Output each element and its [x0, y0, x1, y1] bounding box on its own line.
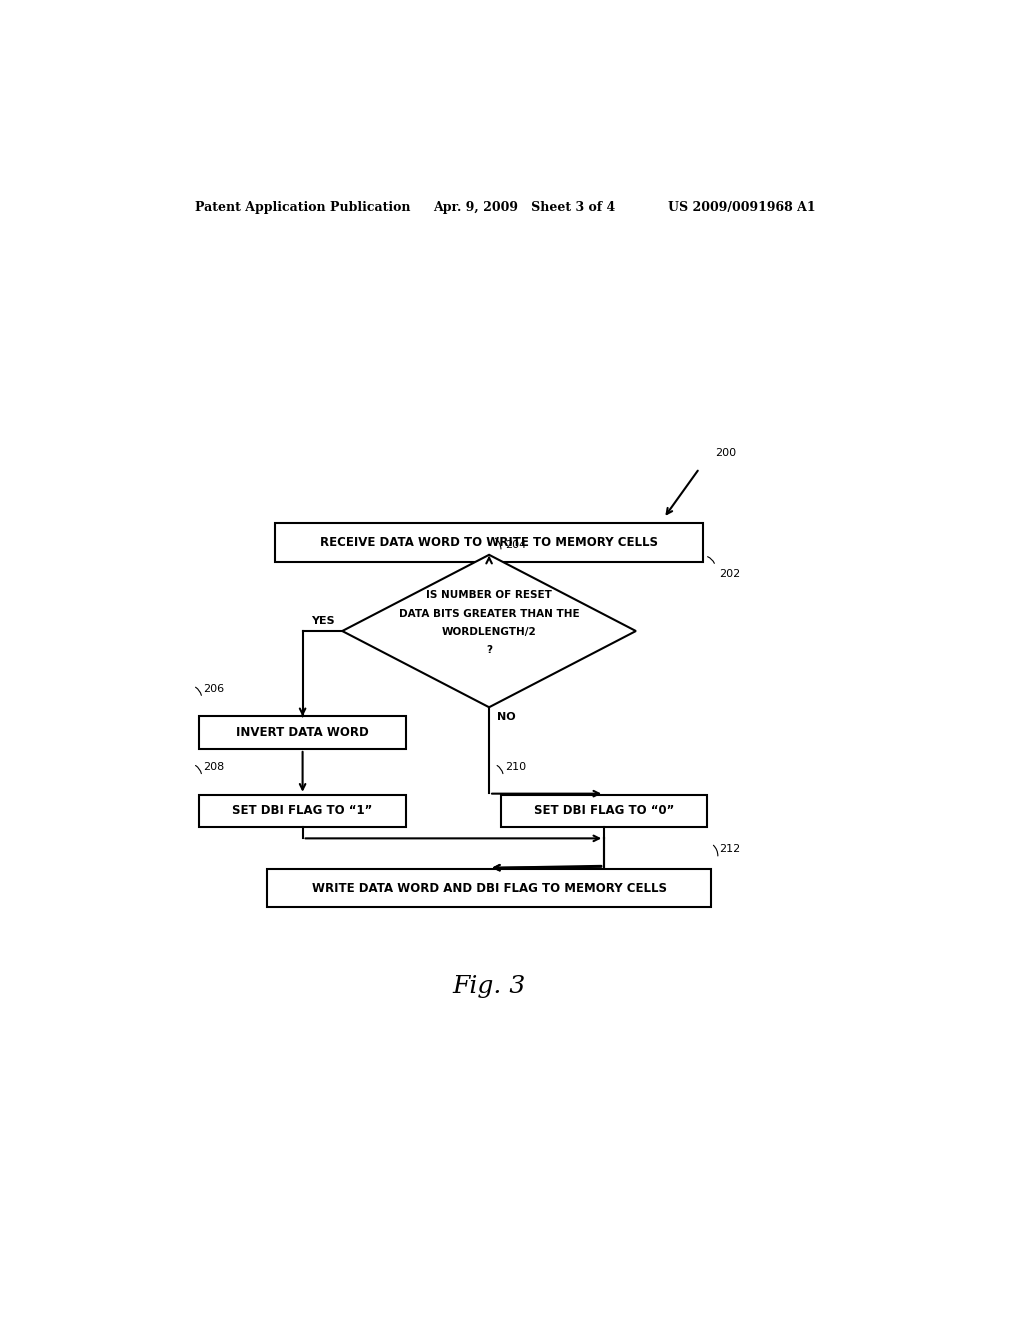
Bar: [267, 869, 712, 907]
Polygon shape: [342, 554, 636, 708]
Bar: [501, 795, 708, 828]
Bar: [200, 795, 406, 828]
Bar: [200, 717, 406, 748]
Text: DATA BITS GREATER THAN THE: DATA BITS GREATER THAN THE: [398, 609, 580, 619]
Text: 202: 202: [719, 569, 740, 579]
Text: ?: ?: [486, 645, 493, 655]
Text: Fig. 3: Fig. 3: [453, 975, 525, 998]
Text: 210: 210: [505, 763, 526, 772]
Text: RECEIVE DATA WORD TO WRITE TO MEMORY CELLS: RECEIVE DATA WORD TO WRITE TO MEMORY CEL…: [321, 536, 658, 549]
Text: US 2009/0091968 A1: US 2009/0091968 A1: [668, 201, 815, 214]
Text: YES: YES: [310, 616, 334, 626]
Text: 208: 208: [204, 763, 224, 772]
Text: INVERT DATA WORD: INVERT DATA WORD: [237, 726, 369, 739]
Text: 204: 204: [505, 540, 526, 549]
Text: IS NUMBER OF RESET: IS NUMBER OF RESET: [426, 590, 552, 601]
Text: Patent Application Publication: Patent Application Publication: [196, 201, 411, 214]
Text: SET DBI FLAG TO “1”: SET DBI FLAG TO “1”: [232, 804, 373, 817]
Text: WORDLENGTH/2: WORDLENGTH/2: [441, 627, 537, 638]
Text: 200: 200: [715, 449, 736, 458]
Text: WRITE DATA WORD AND DBI FLAG TO MEMORY CELLS: WRITE DATA WORD AND DBI FLAG TO MEMORY C…: [311, 882, 667, 895]
Text: 212: 212: [719, 843, 740, 854]
Text: SET DBI FLAG TO “0”: SET DBI FLAG TO “0”: [534, 804, 675, 817]
Text: 206: 206: [204, 684, 224, 694]
Text: NO: NO: [497, 713, 516, 722]
Bar: [274, 523, 703, 562]
Text: Apr. 9, 2009   Sheet 3 of 4: Apr. 9, 2009 Sheet 3 of 4: [433, 201, 615, 214]
